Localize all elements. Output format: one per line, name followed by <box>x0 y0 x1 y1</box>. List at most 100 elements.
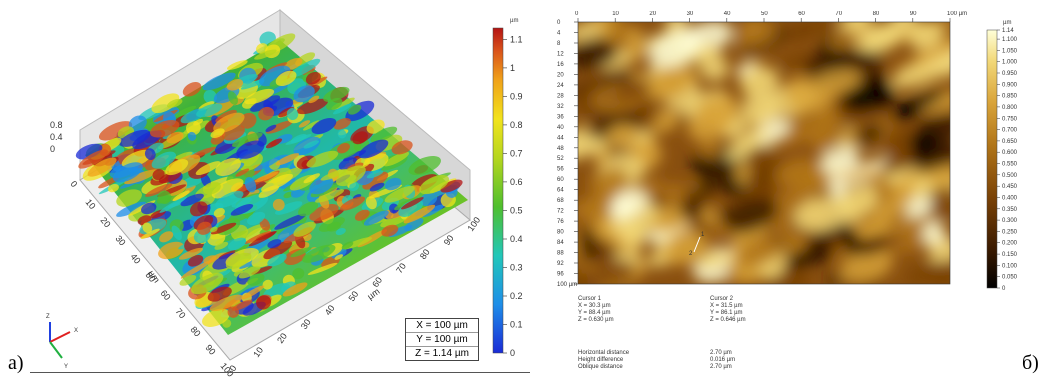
texture-blob <box>736 237 783 267</box>
cursor-2-z: Z = 0.646 µm <box>710 317 746 323</box>
surface-patch <box>335 165 366 187</box>
colorbar-b-unit: µm <box>1003 20 1011 26</box>
texture-blob <box>914 37 950 69</box>
surface-patch <box>195 161 221 176</box>
colorbar-b-tick-label: 0.200 <box>1002 241 1018 247</box>
texture-blob <box>887 237 936 253</box>
surface-patch <box>180 108 207 124</box>
texture-blob <box>909 130 937 159</box>
texture-blob <box>793 196 852 231</box>
surface-patch <box>151 151 177 169</box>
surface-patch <box>227 91 238 105</box>
texture-blob <box>578 138 607 161</box>
colorbar-b-tick-label: 0.350 <box>1002 207 1018 213</box>
left-axis-tick-label: 92 <box>557 261 564 267</box>
texture-blob <box>735 22 778 49</box>
surface-patch <box>203 89 217 104</box>
surface-patch <box>298 201 319 217</box>
surface-patch <box>340 196 366 211</box>
surface-patch <box>259 65 291 87</box>
surface-patch <box>87 157 117 177</box>
texture-blob <box>787 235 807 253</box>
texture-blob <box>841 81 896 113</box>
texture-blob <box>843 238 887 256</box>
surface-patch <box>303 173 320 184</box>
surface-patch <box>178 247 204 260</box>
figure-letter-a: а) <box>8 352 24 374</box>
left-axis-tick-label: 48 <box>557 146 564 152</box>
surface-patch <box>289 58 321 78</box>
cursor-2-y: Y = 86.1 µm <box>710 310 743 316</box>
surface-patch <box>166 98 183 108</box>
surface-patch <box>144 148 156 161</box>
y-axis-tick: 20 <box>98 215 112 229</box>
x-axis-tick: 0 <box>227 363 238 373</box>
texture-blob <box>699 137 721 161</box>
colorbar-b-tick-label: 0.950 <box>1002 71 1018 77</box>
surface-patch <box>140 228 160 240</box>
surface-patch <box>296 98 329 115</box>
texture-blob <box>808 124 833 154</box>
texture-blob <box>741 92 777 124</box>
dimension-y: Y = 100 µm <box>406 333 478 347</box>
surface-patch <box>370 126 398 143</box>
colorbar-a-tick-label: 0.8 <box>510 120 523 130</box>
left-axis-tick-label: 44 <box>557 135 564 141</box>
top-axis-tick-label: 40 <box>724 11 731 17</box>
oblique-distance-value: 2.70 µm <box>710 364 732 370</box>
surface-patch <box>171 225 182 241</box>
texture-blob <box>745 144 776 171</box>
surface-patch <box>121 149 153 168</box>
texture-blob <box>604 123 634 146</box>
colorbar-b-tick-label: 0.700 <box>1002 128 1018 134</box>
surface-patch <box>282 282 308 297</box>
surface-patch <box>202 72 236 91</box>
left-axis-tick-label: 36 <box>557 114 564 120</box>
surface-patch <box>149 120 180 138</box>
texture-blob <box>820 147 860 175</box>
surface-patch <box>186 120 201 136</box>
left-axis-tick-label: 28 <box>557 93 564 99</box>
oblique-distance-label: Oblique distance <box>578 364 623 370</box>
surface-patch <box>267 253 287 267</box>
surface-patch <box>180 260 212 279</box>
surface-patch <box>363 210 389 226</box>
y-axis-tick: 90 <box>203 343 217 357</box>
surface-patch <box>265 124 277 132</box>
colorbar-a-tick-label: 0.4 <box>510 234 523 244</box>
horizontal-distance-value: 2.70 µm <box>710 350 732 356</box>
left-axis-tick-label: 60 <box>557 177 564 183</box>
surface-patch <box>173 105 197 118</box>
left-axis-tick-label: 100 µm <box>557 282 577 288</box>
texture-blob <box>777 157 824 189</box>
top-axis-tick-label: 30 <box>687 11 694 17</box>
x-axis-tick: 10 <box>251 345 265 359</box>
surface-patch <box>261 173 294 192</box>
texture-blob <box>807 69 861 96</box>
figure-panel-a: 0.8 0.4 0 0 10 20 30 40 50 60 70 80 90 100 0 10 20 30 40… <box>0 0 530 380</box>
top-axis-tick-label: 80 <box>873 11 880 17</box>
surface-patch <box>337 142 350 154</box>
left-axis: 0481216202428323640444852566064687276808… <box>557 20 578 288</box>
surface-mesh <box>75 31 468 335</box>
texture-blob <box>797 239 834 265</box>
colorbar-a-tick-label: 1 <box>510 63 515 73</box>
cursor-marker-2: 2 <box>689 251 693 257</box>
surface-patch <box>293 85 315 103</box>
colorbar-b-tick-label: 0.250 <box>1002 229 1018 235</box>
horizontal-distance-label: Horizontal distance <box>578 350 630 356</box>
left-axis-tick-label: 40 <box>557 125 564 131</box>
surface-patch <box>211 178 244 199</box>
surface-patch <box>263 240 293 260</box>
cursor-1-x: X = 30.3 µm <box>578 303 611 309</box>
texture-blob <box>643 65 698 100</box>
left-axis-tick-label: 52 <box>557 156 564 162</box>
surface-patch <box>182 81 202 97</box>
colorbar-a <box>492 27 504 354</box>
surface-patch <box>231 132 263 147</box>
surface-patch <box>302 120 320 131</box>
surface-patch <box>213 207 225 218</box>
texture-blob <box>661 230 706 265</box>
surface-patch <box>215 157 241 177</box>
